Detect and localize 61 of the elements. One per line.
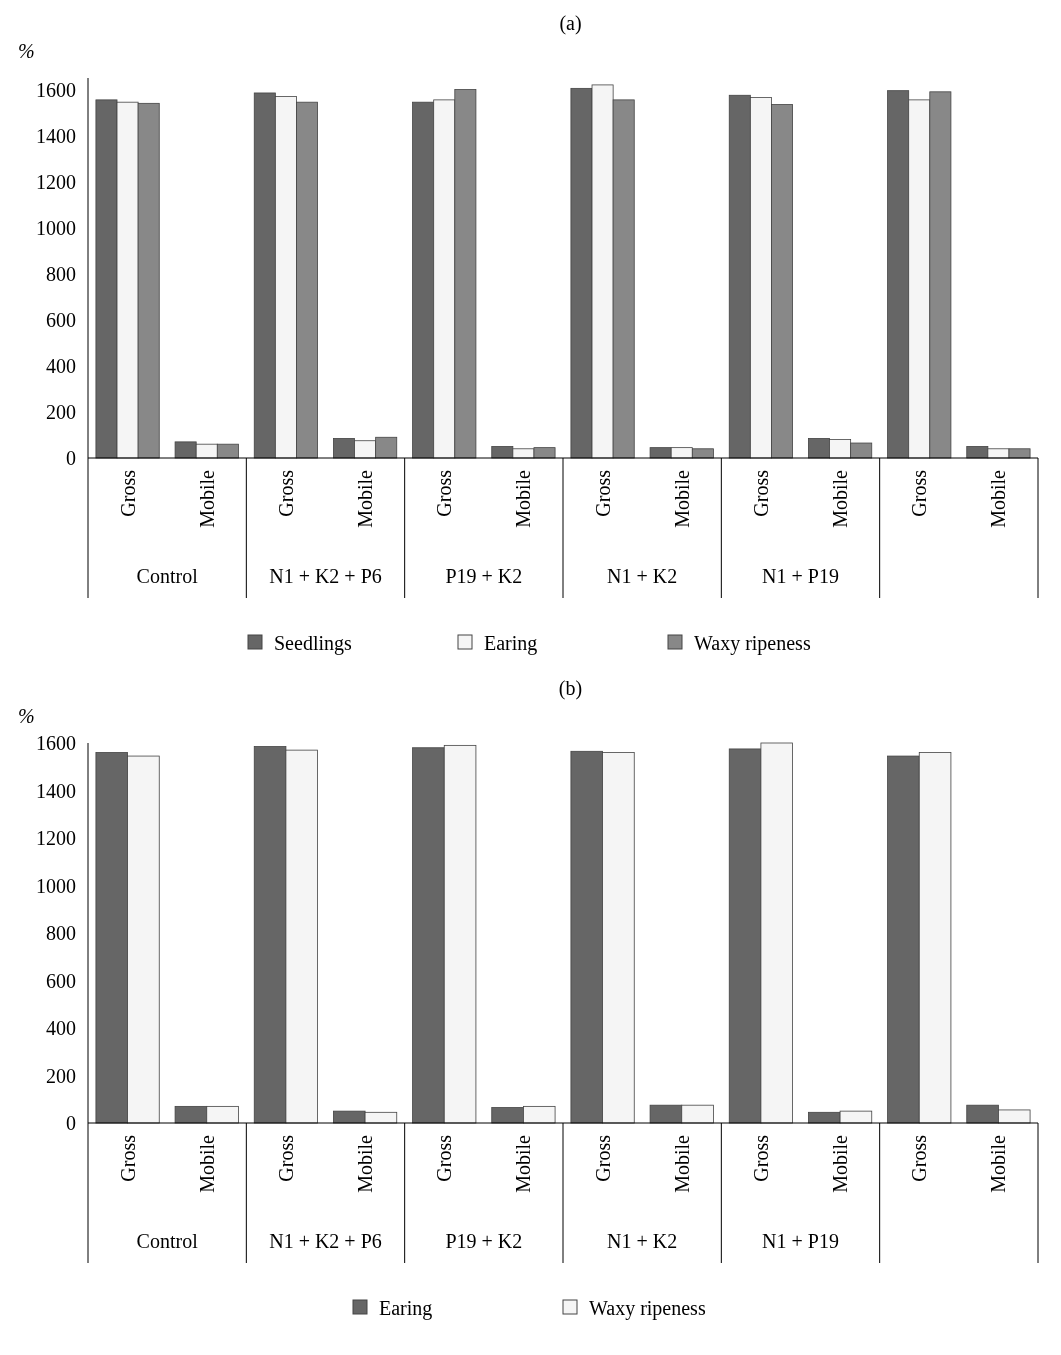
x-tick-label: Gross (116, 469, 139, 517)
x-tick-label: Gross (749, 1134, 772, 1182)
x-tick-label: Gross (591, 469, 614, 517)
x-tick-label: Mobile (987, 469, 1010, 528)
x-tick-label: Mobile (987, 1134, 1010, 1193)
y-axis-title: % (18, 705, 35, 727)
x-tick-label: Gross (433, 1134, 456, 1182)
x-tick-label: Gross (274, 469, 297, 517)
x-tick-label: Mobile (829, 1134, 852, 1193)
y-tick-label: 0 (66, 1112, 76, 1134)
text: Control (136, 1230, 199, 1252)
x-tick-label: Gross (591, 1134, 614, 1182)
legend-label: Waxy ripeness (589, 1297, 706, 1320)
y-tick-label: 400 (46, 1017, 76, 1039)
text: N1 + K2 + P6 (269, 1230, 382, 1252)
y-tick-label: 200 (46, 400, 76, 423)
x-tick-label: Mobile (354, 1134, 377, 1193)
text: N1 + P19 (762, 565, 839, 587)
text: N1 + K2 (607, 565, 678, 587)
y-tick-label: 800 (46, 262, 76, 285)
y-tick-label: 1600 (36, 732, 76, 754)
x-tick-label: Mobile (195, 469, 218, 528)
legend-label: Earing (379, 1297, 433, 1320)
chart-title: (a) (559, 12, 582, 35)
y-tick-label: 400 (46, 354, 76, 377)
legend-label: Seedlings (274, 632, 352, 655)
x-tick-label: Mobile (670, 469, 693, 528)
y-tick-label: 1600 (36, 78, 76, 101)
y-tick-label: 1000 (36, 874, 76, 897)
x-tick-label: Mobile (354, 469, 377, 528)
text: N1 + P19 (762, 1230, 839, 1252)
x-tick-label: Mobile (670, 1134, 693, 1193)
y-tick-label: 600 (46, 969, 76, 992)
x-tick-label: Gross (274, 1134, 297, 1182)
x-tick-label: Gross (749, 469, 772, 517)
x-tick-label: Mobile (512, 1134, 535, 1193)
x-tick-label: Gross (908, 469, 931, 517)
chart-title: (b) (558, 677, 583, 700)
text: N1 + K2 (607, 1230, 678, 1252)
x-tick-label: Mobile (195, 1134, 218, 1193)
x-tick-label: Mobile (512, 469, 535, 528)
y-axis-title: % (18, 40, 35, 62)
y-tick-label: 1000 (36, 216, 76, 239)
legend-label: Waxy ripeness (694, 632, 811, 655)
y-tick-label: 1400 (36, 124, 76, 147)
x-tick-label: Mobile (829, 469, 852, 528)
text: N1 + K2 + P6 (269, 565, 382, 587)
y-tick-label: 1200 (36, 827, 76, 849)
text: P19 + K2 (445, 565, 523, 587)
y-tick-label: 600 (46, 308, 76, 331)
y-tick-label: 1200 (36, 170, 76, 193)
y-tick-label: 0 (66, 447, 76, 469)
y-tick-label: 200 (46, 1064, 76, 1087)
legend-label: Earing (484, 632, 538, 655)
x-tick-label: Gross (433, 469, 456, 517)
y-tick-label: 800 (46, 922, 76, 944)
text: Control (136, 565, 199, 587)
text: P19 + K2 (445, 1230, 523, 1252)
y-tick-label: 1400 (36, 779, 76, 802)
x-tick-label: Gross (908, 1134, 931, 1182)
x-tick-label: Gross (116, 1134, 139, 1182)
